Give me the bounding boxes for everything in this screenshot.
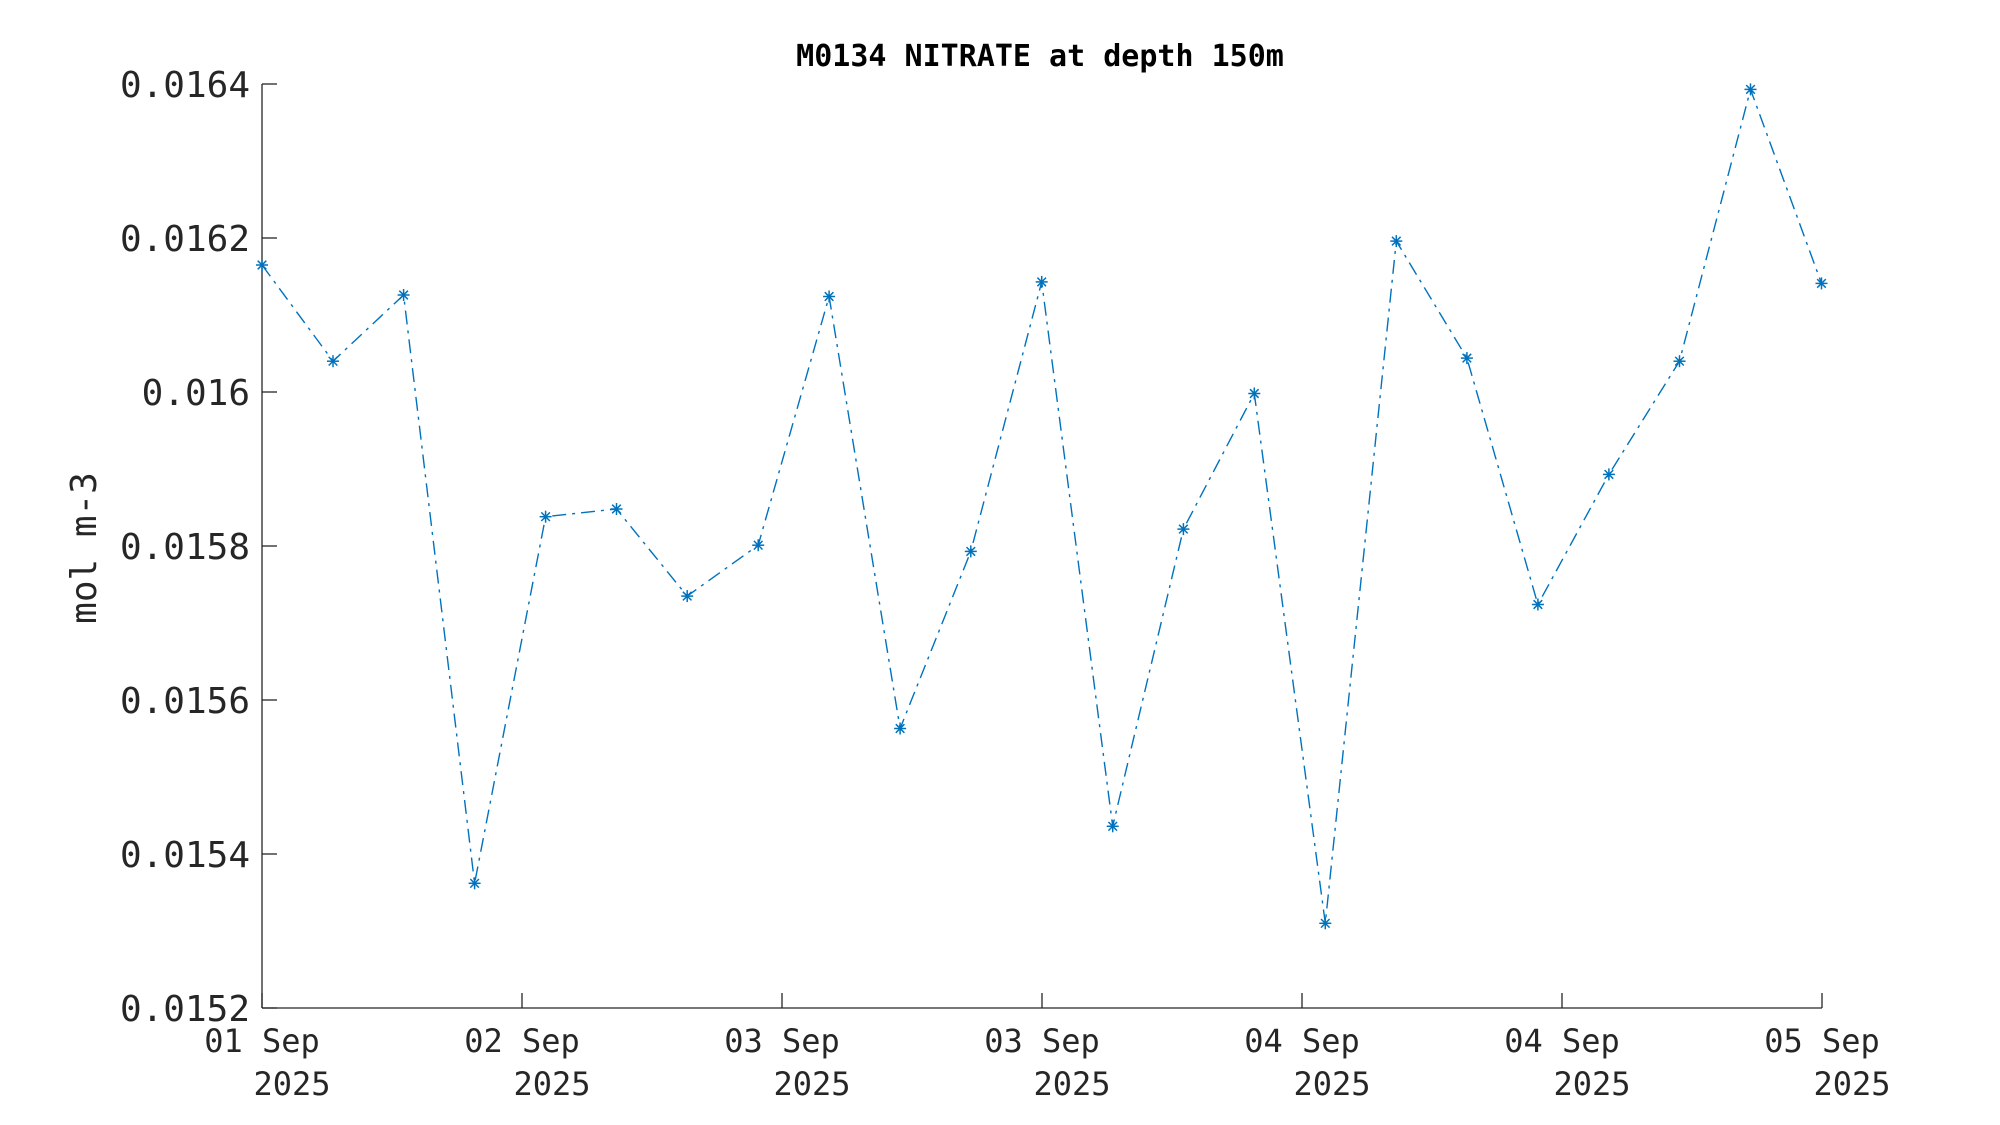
x-tick-label: 01 Sep [204, 1022, 320, 1060]
series-line [261, 87, 1823, 924]
x-tick-label-year: 2025 [1813, 1065, 1890, 1103]
y-tick-label: 0.0164 [120, 65, 250, 106]
x-tick-label: 02 Sep [464, 1022, 580, 1060]
x-tick-label: 04 Sep [1244, 1022, 1360, 1060]
x-tick-label: 03 Sep [984, 1022, 1100, 1060]
y-tick-label: 0.0162 [120, 219, 250, 260]
data-point [327, 355, 339, 368]
data-point [1390, 235, 1403, 248]
data-point [823, 290, 836, 303]
data-point [1319, 917, 1332, 930]
data-point [539, 510, 552, 523]
x-tick-label-year: 2025 [513, 1065, 590, 1103]
y-tick-label: 0.0154 [120, 835, 250, 876]
x-tick-label: 03 Sep [724, 1022, 840, 1060]
data-point [397, 289, 410, 301]
data-point [752, 539, 765, 552]
x-tick-label-year: 2025 [253, 1065, 330, 1103]
data-series [256, 83, 1828, 930]
y-tick-label: 0.016 [142, 373, 250, 414]
data-point [1035, 275, 1048, 288]
data-point [894, 722, 907, 735]
x-tick-label: 05 Sep [1764, 1022, 1880, 1060]
chart-title: M0134 NITRATE at depth 150m [796, 39, 1284, 74]
data-point [610, 503, 623, 515]
y-tick-label: 0.0156 [120, 681, 250, 722]
x-tick-label-year: 2025 [773, 1065, 850, 1103]
x-tick-label-year: 2025 [1033, 1065, 1110, 1103]
data-point [1460, 352, 1473, 365]
axes: 0.0152 0.0154 0.0156 0.0158 0.016 0.0162 0.016… [120, 65, 1891, 1103]
data-point [1815, 277, 1828, 290]
data-point [681, 590, 694, 603]
y-tick-label: 0.0158 [120, 527, 250, 568]
data-point [1531, 598, 1544, 611]
x-tick-label: 04 Sep [1504, 1022, 1620, 1060]
data-point [468, 877, 481, 890]
x-tick-label-year: 2025 [1553, 1065, 1630, 1103]
data-point [1248, 387, 1261, 400]
x-tick-label-year: 2025 [1293, 1065, 1370, 1103]
data-point [1602, 468, 1615, 481]
y-axis-label: mol m-3 [64, 472, 105, 624]
data-point [964, 545, 977, 558]
data-point [1177, 523, 1190, 536]
y-tick-label: 0.0152 [120, 989, 250, 1030]
data-point [1744, 83, 1757, 96]
data-point [1106, 820, 1119, 833]
data-point [256, 259, 268, 271]
data-point [1673, 355, 1686, 368]
